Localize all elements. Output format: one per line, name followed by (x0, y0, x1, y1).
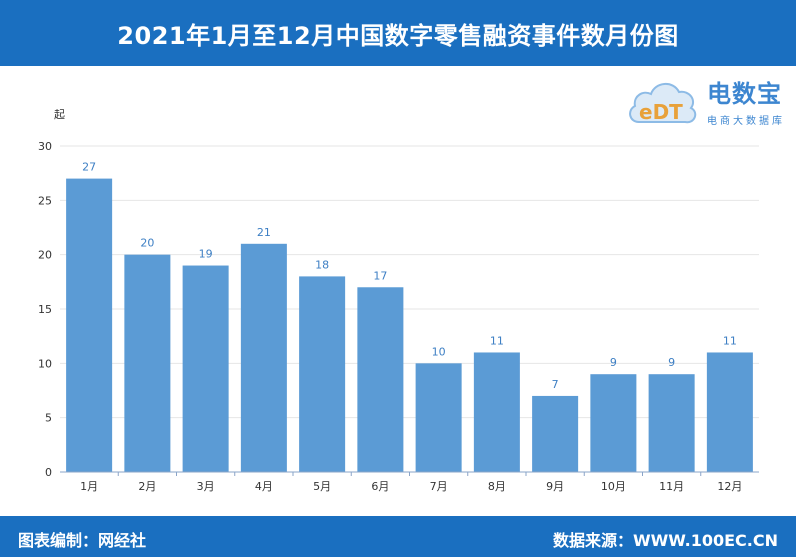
chart-title: 2021年1月至12月中国数字零售融资事件数月份图 (0, 0, 796, 66)
bar (240, 243, 287, 472)
bar (357, 287, 404, 472)
y-axis-label: 起 (54, 108, 65, 121)
x-tick-label: 10月 (601, 480, 626, 493)
x-axis-ticks: 1月 2月 3月 4月 5月 6月 7月 8月 9月 10月 11月 12月 (80, 472, 742, 493)
bar (182, 265, 229, 472)
y-tick-label: 15 (38, 303, 52, 316)
x-tick-label: 9月 (546, 480, 564, 493)
x-tick-label: 5月 (313, 480, 331, 493)
x-tick-label: 12月 (717, 480, 742, 493)
x-tick-label: 4月 (255, 480, 273, 493)
x-tick-label: 1月 (80, 480, 98, 493)
footer-data-source: 数据来源：WWW.100EC.CN (552, 531, 778, 550)
bar (66, 178, 113, 472)
data-label: 19 (199, 248, 213, 261)
x-tick-label: 2月 (138, 480, 156, 493)
logo-subtitle: 电商大数据库 (707, 116, 785, 127)
bar (415, 363, 462, 472)
y-tick-label: 30 (38, 140, 52, 153)
data-label: 21 (257, 226, 271, 239)
y-tick-label: 0 (45, 466, 52, 479)
value-labels: 27 20 19 21 18 17 10 11 7 9 9 11 (82, 161, 737, 391)
y-tick-label: 10 (38, 357, 52, 370)
data-label: 20 (140, 237, 154, 250)
bars (66, 178, 753, 472)
y-tick-label: 5 (45, 412, 52, 425)
data-label: 10 (432, 345, 446, 358)
x-tick-label: 6月 (371, 480, 389, 493)
bar-chart: 0 5 10 15 20 25 30 27 20 19 21 18 17 10 11 7 9 9 11 1月 2月 3… (38, 108, 759, 493)
logo-mark-text: eDT (639, 100, 683, 124)
bar (648, 374, 695, 472)
data-label: 27 (82, 161, 96, 174)
x-tick-label: 7月 (430, 480, 448, 493)
data-label: 11 (723, 334, 737, 347)
bar (299, 276, 346, 472)
data-label: 9 (610, 356, 617, 369)
gridlines (60, 145, 759, 419)
data-label: 17 (373, 269, 387, 282)
x-tick-label: 11月 (659, 480, 684, 493)
data-label: 9 (668, 356, 675, 369)
bar (124, 254, 171, 472)
data-label: 18 (315, 258, 329, 271)
y-tick-label: 20 (38, 249, 52, 262)
y-tick-label: 25 (38, 194, 52, 207)
logo-name: 电数宝 (707, 80, 782, 108)
x-tick-label: 3月 (197, 480, 215, 493)
y-axis-ticks: 0 5 10 15 20 25 30 (38, 140, 52, 479)
bar (590, 374, 637, 472)
bar (473, 352, 520, 472)
x-tick-label: 8月 (488, 480, 506, 493)
footer-editor-credit: 图表编制：网经社 (18, 531, 147, 550)
data-label: 11 (490, 334, 504, 347)
bar (532, 395, 579, 472)
cloud-logo-icon: eDT (629, 83, 697, 124)
footer-bar: 图表编制：网经社 数据来源：WWW.100EC.CN (0, 516, 796, 557)
edianshu-logo: eDT 电数宝 电商大数据库 (625, 70, 790, 134)
bar (706, 352, 753, 472)
data-label: 7 (552, 378, 559, 391)
